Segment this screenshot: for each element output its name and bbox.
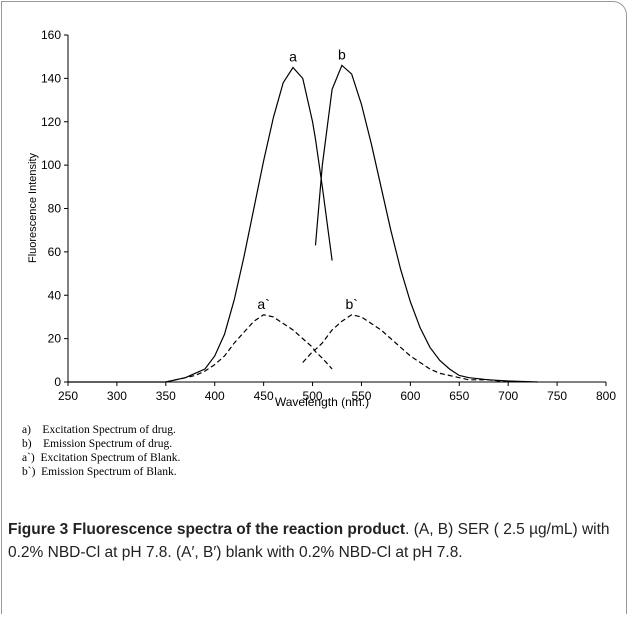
curve-label: a bbox=[289, 49, 297, 65]
y-tick-label: 0 bbox=[54, 375, 61, 389]
x-tick-label: 750 bbox=[547, 389, 567, 403]
notes: a) Excitation Spectrum of drug. b) Emissi… bbox=[22, 423, 180, 479]
y-tick-label: 20 bbox=[48, 332, 62, 346]
y-tick-label: 80 bbox=[48, 202, 62, 216]
note: a`) Excitation Spectrum of Blank. bbox=[22, 452, 181, 464]
line-series bbox=[165, 314, 333, 383]
chart: Wavelength (nm.) Fluorescence Intensity … bbox=[27, 28, 616, 409]
y-tick-label: 40 bbox=[48, 288, 62, 302]
curve-label: a` bbox=[257, 296, 269, 312]
caption: Figure 3 Fluorescence spectra of the rea… bbox=[8, 518, 620, 564]
y-tick-label: 160 bbox=[41, 28, 61, 42]
x-axis-label: Wavelength (nm.) bbox=[275, 395, 369, 409]
x-tick-label: 700 bbox=[498, 389, 518, 403]
x-tick-label: 800 bbox=[596, 389, 616, 403]
curve-label: b` bbox=[345, 296, 357, 312]
x-tick-label: 450 bbox=[254, 389, 274, 403]
y-tick-label: 140 bbox=[41, 71, 61, 85]
y-tick-label: 120 bbox=[41, 115, 61, 129]
x-tick-label: 250 bbox=[58, 389, 78, 403]
note: b) Emission Spectrum of drug. bbox=[22, 438, 173, 450]
caption-title: Figure 3 Fluorescence spectra of the rea… bbox=[8, 521, 406, 538]
x-tick-label: 650 bbox=[449, 389, 469, 403]
x-tick-label: 400 bbox=[205, 389, 225, 403]
y-tick-label: 60 bbox=[48, 245, 62, 259]
x-tick-label: 300 bbox=[107, 389, 127, 403]
curve-label: b bbox=[338, 46, 346, 62]
y-axis-label: Fluorescence Intensity bbox=[27, 152, 39, 263]
x-tick-label: 500 bbox=[303, 389, 323, 403]
x-tick-label: 350 bbox=[156, 389, 176, 403]
x-tick-label: 550 bbox=[351, 389, 371, 403]
caption-text: . (A, B) SER ( 2.5 µg/mL) with 0.2% NBD-… bbox=[8, 521, 610, 561]
y-tick-label: 100 bbox=[41, 158, 61, 172]
line-series bbox=[68, 66, 333, 383]
line-series bbox=[302, 314, 509, 383]
note: b`) Emission Spectrum of Blank. bbox=[22, 466, 177, 478]
note: a) Excitation Spectrum of drug. bbox=[22, 424, 176, 436]
line-series bbox=[314, 64, 538, 383]
x-tick-label: 600 bbox=[400, 389, 420, 403]
